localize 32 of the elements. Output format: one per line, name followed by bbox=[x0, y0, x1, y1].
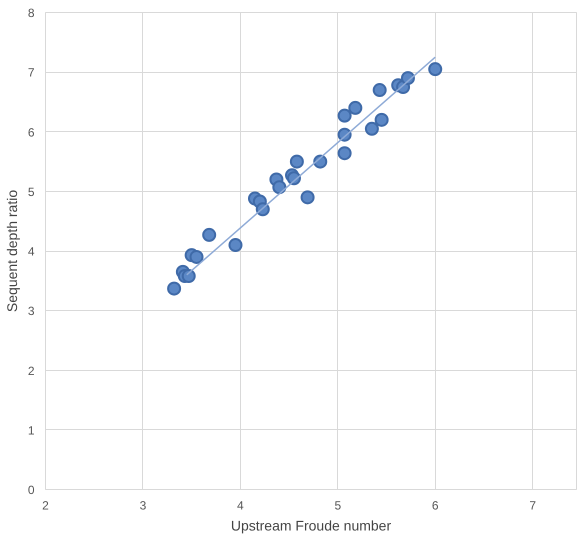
point bbox=[167, 282, 182, 296]
point bbox=[300, 190, 315, 204]
y-tick-label: 2 bbox=[28, 364, 35, 378]
point bbox=[372, 83, 387, 97]
y-tick-label: 7 bbox=[28, 66, 35, 80]
point bbox=[338, 108, 352, 123]
point bbox=[228, 238, 242, 252]
y-tick-label: 5 bbox=[28, 184, 35, 199]
point bbox=[290, 154, 304, 169]
y-tick-label: 8 bbox=[28, 6, 35, 20]
x-tick-label: 5 bbox=[334, 498, 342, 512]
point bbox=[202, 228, 216, 242]
point bbox=[428, 62, 442, 76]
x-axis-title: Upstream Froude number bbox=[230, 518, 392, 534]
x-tick-label: 3 bbox=[140, 498, 147, 512]
y-tick-label: 0 bbox=[28, 483, 35, 497]
x-tick-label: 7 bbox=[529, 498, 536, 512]
point bbox=[272, 180, 286, 194]
y-tick-label: 6 bbox=[28, 125, 35, 140]
point bbox=[364, 122, 379, 136]
y-tick-label: 3 bbox=[28, 304, 35, 318]
y-tick-label: 1 bbox=[28, 423, 35, 438]
x-tick-label: 4 bbox=[237, 498, 244, 512]
y-axis-title: Sequent depth ratio bbox=[4, 190, 20, 312]
y-tick-label: 4 bbox=[28, 244, 35, 258]
x-tick-label: 2 bbox=[42, 498, 50, 512]
point bbox=[190, 250, 204, 264]
point bbox=[338, 146, 352, 160]
x-tick-label: 6 bbox=[432, 498, 439, 512]
point bbox=[182, 269, 196, 284]
point bbox=[348, 100, 362, 115]
point bbox=[374, 112, 389, 127]
